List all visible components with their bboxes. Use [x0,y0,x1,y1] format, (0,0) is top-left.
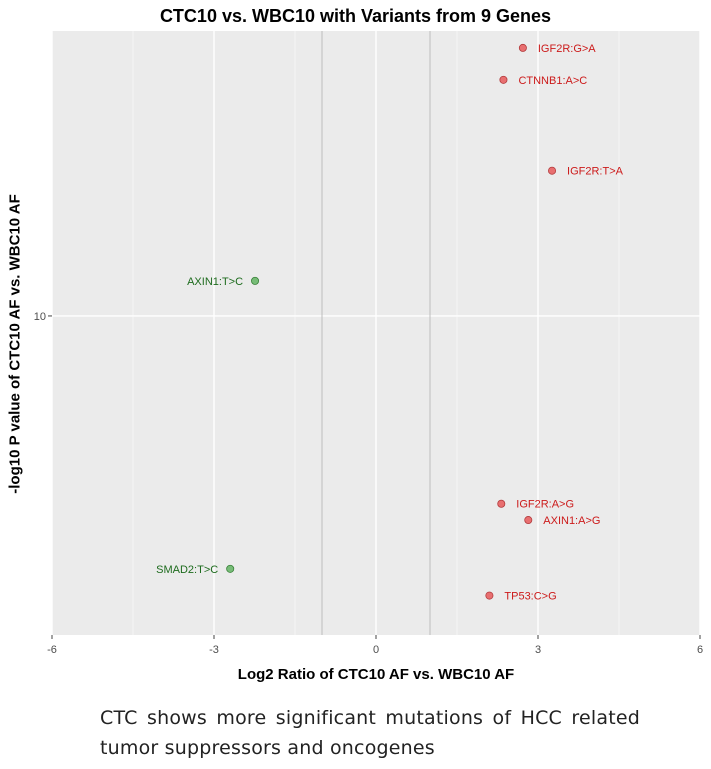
point-label: AXIN1:T>C [187,276,243,288]
x-tick-label: 6 [697,644,703,656]
point-labels: IGF2R:G>A CTNNB1:A>C IGF2R:T>A AXIN1:T>C IGF… [156,43,623,603]
point-label: AXIN1:A>G [543,515,600,527]
point-label: IGF2R:T>A [567,166,624,178]
y-axis-title: -log10 P value of CTC10 AF vs. WBC10 AF [6,194,24,494]
x-tick-label: 0 [373,644,379,656]
data-points [226,43,557,600]
data-point [518,43,527,52]
scatter-plot: -6 -3 0 3 6 10 IGF2R:G>A CTNNB1:A>C IGF2R:T>A AX… [34,31,703,656]
point-label: IGF2R:G>A [538,43,596,55]
data-point [226,564,235,573]
data-point [548,166,557,175]
threshold-lines [321,31,431,635]
data-point [485,591,494,600]
x-axis-title: Log2 Ratio of CTC10 AF vs. WBC10 AF [237,666,515,683]
point-label: SMAD2:T>C [156,564,218,576]
x-tick-label: 3 [535,644,541,656]
chart-title: CTC10 vs. WBC10 with Variants from 9 Gen… [159,6,552,26]
data-point [524,516,533,525]
x-tick-label: -3 [209,644,219,656]
axes: -6 -3 0 3 6 10 [34,311,703,656]
point-label: TP53:C>G [504,591,556,603]
point-label: IGF2R:A>G [516,499,574,511]
x-tick-label: -6 [47,644,57,656]
y-tick-label: 10 [34,311,46,323]
data-point [251,276,260,285]
data-point [497,499,506,508]
point-label: CTNNB1:A>C [518,75,587,87]
data-point [499,75,508,84]
grid-lines [51,31,701,635]
figure-caption: CTC shows more significant mutations of … [100,707,640,759]
